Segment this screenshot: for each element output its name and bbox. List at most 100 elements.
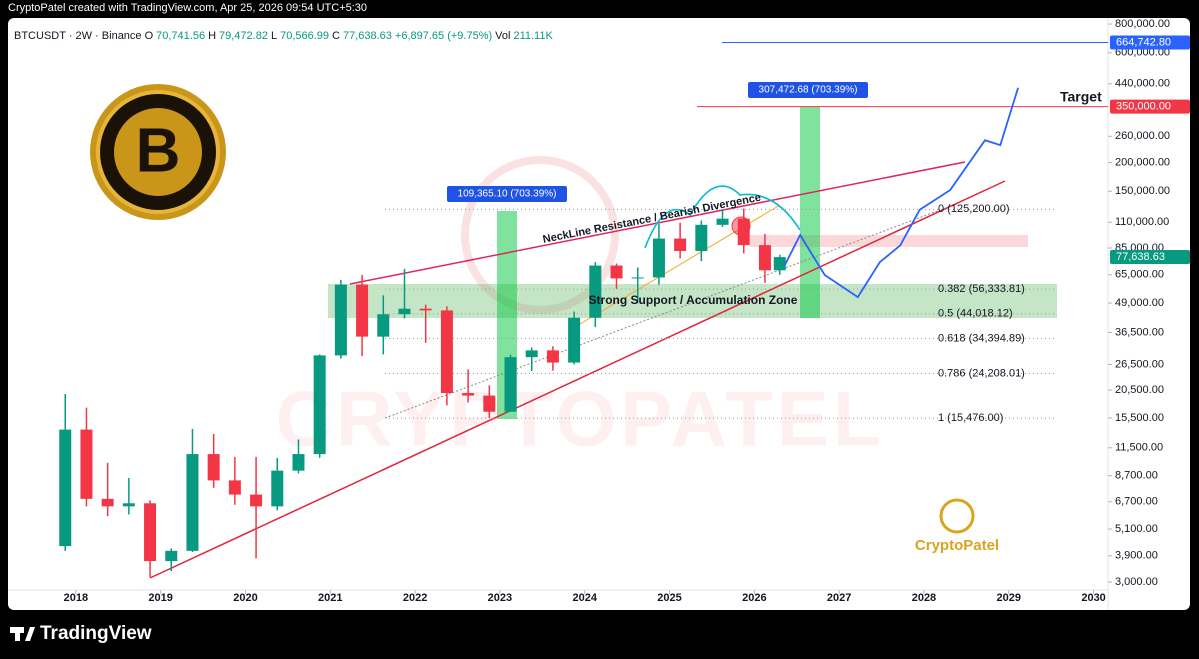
- x-tick-label: 2026: [742, 592, 766, 604]
- candle-body: [758, 245, 771, 271]
- y-tick-label: 5,100.00: [1115, 523, 1158, 535]
- x-tick-label: 2022: [403, 592, 427, 604]
- price-label: 77,638.63: [1116, 251, 1165, 263]
- candle-body: [716, 218, 729, 225]
- y-tick-label: 600,000.00: [1115, 47, 1170, 59]
- field-key: O: [144, 30, 154, 42]
- price-label: 664,742.80: [1116, 36, 1171, 48]
- candle-body: [292, 454, 305, 471]
- candle-body: [525, 350, 538, 358]
- y-tick-label: 11,500.00: [1115, 442, 1163, 454]
- volume-key: Vol: [495, 30, 511, 42]
- y-tick-label: 36,500.00: [1115, 326, 1164, 338]
- x-tick-label: 2021: [318, 592, 342, 604]
- candle-body: [568, 317, 581, 363]
- candle-body: [144, 503, 157, 562]
- symbol-legend: BTCUSDT · 2W · Binance O 70,741.56 H 79,472.…: [14, 30, 556, 42]
- measure-bar: [800, 107, 820, 318]
- y-tick-label: 110,000.00: [1115, 216, 1169, 228]
- x-tick-label: 2024: [572, 592, 597, 604]
- field-key: L: [270, 30, 278, 42]
- field-value: 77,638.63: [342, 30, 392, 42]
- candle-body: [773, 257, 786, 271]
- price-label-box: [1110, 35, 1190, 50]
- resistance-zone: [750, 235, 1028, 247]
- candle-body: [356, 284, 369, 337]
- y-tick-label: 26,500.00: [1115, 358, 1164, 370]
- candle-body: [695, 224, 708, 251]
- x-tick-label: 2018: [64, 592, 88, 604]
- y-tick-label: 260,000.00: [1115, 130, 1170, 142]
- x-tick-label: 2020: [233, 592, 257, 604]
- candle-body: [652, 238, 665, 278]
- y-tick-label: 200,000.00: [1115, 156, 1170, 168]
- measure-box: [748, 82, 868, 98]
- x-tick-label: 2029: [997, 592, 1021, 604]
- x-tick-label: 2019: [148, 592, 172, 604]
- y-tick-label: 6,700.00: [1115, 496, 1158, 508]
- target-label: Target: [1060, 89, 1102, 105]
- x-tick-label: 2028: [912, 592, 936, 604]
- y-tick-label: 150,000.00: [1115, 185, 1170, 197]
- y-tick-label: 3,000.00: [1115, 576, 1158, 588]
- change: +6,897.65 (+9.75%): [394, 30, 493, 42]
- support-trendline: [149, 180, 1006, 579]
- candle-body: [419, 308, 432, 311]
- candle-body: [398, 308, 411, 315]
- fib-trendline: [384, 209, 941, 419]
- candle-body: [59, 429, 72, 547]
- support-label: Strong Support / Accumulation Zone: [589, 293, 798, 307]
- candle-body: [207, 454, 220, 481]
- candle-body: [377, 314, 390, 337]
- field-value: 70,741.56: [156, 30, 206, 42]
- candle-body: [165, 550, 178, 562]
- x-tick-label: 2023: [488, 592, 512, 604]
- measure-label: 307,472.68 (703.39%): [759, 85, 858, 96]
- fib-label: 0.5 (44,018.12): [938, 308, 1013, 320]
- fib-label: 0.382 (56,333.81): [938, 283, 1025, 295]
- fib-label: 0.618 (34,394.89): [938, 332, 1025, 344]
- candle-body: [589, 265, 602, 318]
- price-label-box: [1110, 99, 1190, 114]
- fib-label: 1 (15,476.00): [938, 412, 1003, 424]
- x-tick-label: 2027: [827, 592, 851, 604]
- tradingview-logo: [10, 627, 35, 641]
- fib-label: 0.786 (24,208.01): [938, 367, 1025, 379]
- x-tick-label: 2030: [1081, 592, 1105, 604]
- candle-body: [313, 355, 326, 455]
- symbol: BTCUSDT · 2W · Binance: [14, 30, 142, 42]
- y-tick-label: 8,700.00: [1115, 470, 1158, 482]
- y-tick-label: 440,000.00: [1115, 78, 1170, 90]
- candle-body: [610, 265, 623, 279]
- candle-body: [462, 393, 475, 396]
- svg-text:B: B: [136, 116, 181, 185]
- pattern-curve: [644, 185, 801, 249]
- fib-label: 0 (125,200.00): [938, 203, 1010, 215]
- candle-body: [737, 218, 750, 246]
- field-key: C: [332, 30, 340, 42]
- bitcoin-logo: B: [90, 84, 226, 220]
- field-value: 70,566.99: [280, 30, 330, 42]
- projection-line: [784, 87, 1019, 299]
- candle-body: [631, 277, 644, 279]
- candle-body: [674, 238, 687, 251]
- candle-body: [334, 284, 347, 356]
- candle-body: [228, 480, 241, 495]
- field-key: H: [208, 30, 217, 42]
- measure-box: [447, 186, 567, 202]
- candle-body: [101, 498, 114, 507]
- y-tick-label: 20,500.00: [1115, 384, 1164, 396]
- logo-label: CryptoPatel: [915, 537, 999, 554]
- candle-body: [483, 395, 496, 412]
- watermark-ring: [461, 156, 619, 314]
- candle-body: [250, 494, 263, 507]
- candle-body: [186, 454, 199, 551]
- brand: TradingView: [40, 623, 152, 644]
- price-label-box: [1110, 250, 1190, 265]
- y-tick-label: 49,000.00: [1115, 297, 1164, 309]
- price-label: 350,000.00: [1116, 101, 1171, 113]
- candle-body: [271, 470, 284, 507]
- candle-body: [504, 357, 517, 412]
- field-value: 79,472.82: [219, 30, 268, 42]
